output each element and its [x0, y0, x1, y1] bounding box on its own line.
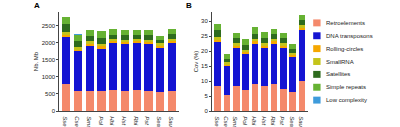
svg-text:Low complexity: Low complexity [326, 97, 367, 103]
svg-text:Sau: Sau [298, 116, 304, 127]
svg-text:Cse: Cse [74, 116, 80, 127]
svg-text:Hhi: Hhi [109, 116, 115, 126]
svg-text:Rhi: Rhi [133, 116, 139, 126]
svg-text:20: 20 [201, 48, 208, 54]
svg-text:Pst: Pst [279, 116, 285, 125]
svg-text:Hst: Hst [121, 116, 127, 125]
svg-text:Cse: Cse [223, 116, 229, 127]
svg-text:Sse: Sse [214, 116, 220, 127]
svg-text:Sau: Sau [168, 116, 174, 127]
svg-text:Simple repeats: Simple repeats [326, 84, 366, 90]
svg-text:10: 10 [201, 78, 208, 84]
svg-text:30: 30 [201, 18, 208, 24]
svg-text:Pol: Pol [242, 116, 248, 125]
svg-text:2000: 2000 [42, 40, 56, 46]
svg-text:A: A [34, 1, 40, 10]
svg-text:SmallRNA: SmallRNA [326, 59, 354, 65]
svg-text:1000: 1000 [42, 74, 56, 80]
svg-text:0: 0 [204, 108, 208, 114]
svg-text:15: 15 [201, 63, 208, 69]
svg-text:500: 500 [45, 91, 56, 97]
svg-text:Sma: Sma [232, 116, 238, 127]
svg-text:Rhi: Rhi [270, 116, 276, 126]
svg-text:Pst: Pst [144, 116, 150, 125]
svg-text:5: 5 [204, 93, 208, 99]
svg-text:Hst: Hst [261, 116, 267, 125]
svg-text:2500: 2500 [42, 23, 56, 29]
svg-text:Sea: Sea [156, 116, 162, 127]
svg-text:Rolling-circles: Rolling-circles [326, 46, 363, 52]
svg-text:Nb. Mb: Nb. Mb [33, 51, 39, 71]
svg-text:DNA transposons: DNA transposons [326, 33, 373, 39]
svg-text:Satellites: Satellites [326, 71, 350, 77]
svg-text:Retroelements: Retroelements [326, 20, 365, 26]
svg-text:B: B [186, 1, 192, 10]
svg-text:Hhi: Hhi [251, 116, 257, 126]
svg-text:Pol: Pol [97, 116, 103, 125]
svg-text:0: 0 [52, 108, 56, 114]
svg-text:Sea: Sea [289, 116, 295, 127]
svg-text:Sma: Sma [86, 116, 92, 127]
svg-text:25: 25 [201, 33, 208, 39]
svg-text:Sse: Sse [62, 116, 68, 127]
svg-text:Cov (%): Cov (%) [193, 51, 199, 73]
svg-text:1500: 1500 [42, 57, 56, 63]
